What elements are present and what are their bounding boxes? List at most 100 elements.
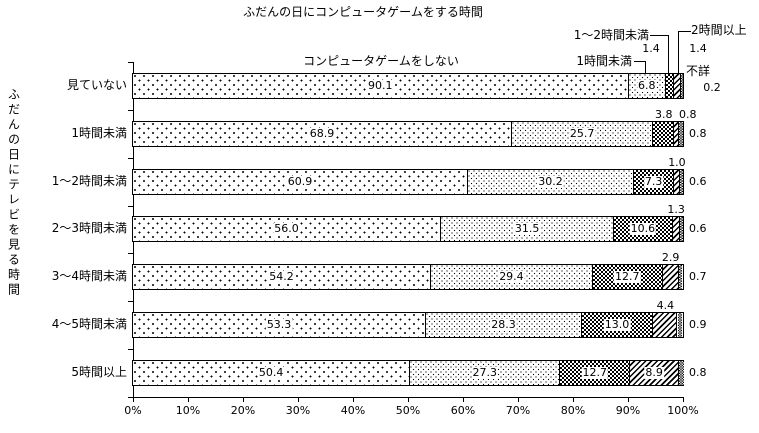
bar-segment bbox=[672, 217, 680, 241]
bar-segment-unknown bbox=[678, 265, 683, 289]
x-tick-label: 0% bbox=[124, 404, 142, 417]
x-tick-label: 10% bbox=[175, 404, 201, 417]
segment-value: 50.4 bbox=[257, 366, 285, 379]
bar-segment: 12.7 bbox=[560, 361, 631, 385]
y-axis-tick bbox=[128, 349, 133, 350]
x-axis-tick bbox=[628, 398, 629, 402]
bar-segment: 53.3 bbox=[133, 313, 427, 337]
x-axis-tick bbox=[298, 398, 299, 402]
leader-line bbox=[679, 31, 691, 32]
bar-segment bbox=[662, 265, 679, 289]
x-axis-tick bbox=[408, 398, 409, 402]
unknown-value: 0.8 bbox=[689, 366, 707, 379]
segment-value: 60.9 bbox=[286, 175, 314, 188]
x-tick-label: 90% bbox=[615, 404, 641, 417]
y-axis-tick bbox=[128, 397, 133, 398]
leader-line bbox=[668, 35, 669, 73]
annotation-value-over-2h: 1.4 bbox=[689, 42, 707, 55]
segment-value: 25.7 bbox=[568, 127, 596, 140]
bar-segment: 6.8 bbox=[628, 74, 666, 98]
bar-segment-unknown bbox=[677, 313, 683, 337]
series-label-no-game: コンピュータゲームをしない bbox=[303, 54, 459, 68]
segment-value-above: 0.8 bbox=[679, 108, 697, 121]
x-tick-label: 40% bbox=[340, 404, 366, 417]
bar-segment bbox=[665, 74, 674, 98]
bar-segment: 12.7 bbox=[592, 265, 663, 289]
segment-value: 56.0 bbox=[273, 222, 300, 235]
segment-value-above: 1.3 bbox=[667, 203, 685, 216]
bar-row: 60.9 30.2 7.3 bbox=[132, 169, 684, 195]
segment-value-above: 2.9 bbox=[661, 251, 680, 264]
annotation-value-1-2h: 1.4 bbox=[642, 42, 660, 55]
segment-value-above: 3.8 bbox=[655, 108, 673, 121]
bar-row: 50.4 27.3 12.7 8.9 bbox=[132, 360, 684, 386]
annotation-value-unknown: 0.2 bbox=[703, 81, 721, 94]
bar-segment-unknown bbox=[678, 122, 683, 146]
bar-row: 68.9 25.7 bbox=[132, 121, 684, 147]
x-tick-label: 60% bbox=[450, 404, 476, 417]
x-tick-label: 20% bbox=[230, 404, 256, 417]
x-axis-tick bbox=[518, 398, 519, 402]
x-axis-tick bbox=[188, 398, 189, 402]
x-tick-label: 70% bbox=[505, 404, 531, 417]
series-label-under-1h: 1時間未満 bbox=[576, 54, 632, 68]
bar-segment: 56.0 bbox=[133, 217, 441, 241]
category-label: 4～5時間未満 bbox=[51, 317, 127, 331]
x-axis-tick bbox=[353, 398, 354, 402]
category-label: 5時間以上 bbox=[71, 365, 127, 379]
y-axis-tick bbox=[128, 158, 133, 159]
segment-value: 6.8 bbox=[636, 79, 657, 92]
y-axis-tick bbox=[128, 206, 133, 207]
bar-segment: 25.7 bbox=[511, 122, 654, 146]
bar-segment: 29.4 bbox=[431, 265, 593, 289]
segment-value: 10.6 bbox=[629, 222, 657, 235]
segment-value: 12.7 bbox=[581, 366, 609, 379]
bar-segment: 50.4 bbox=[133, 361, 411, 385]
bar-segment: 90.1 bbox=[133, 74, 629, 98]
bar-segment bbox=[674, 170, 680, 194]
x-tick-label: 80% bbox=[560, 404, 586, 417]
bar-segment: 27.3 bbox=[410, 361, 561, 385]
segment-value: 53.3 bbox=[265, 318, 293, 331]
bar-segment: 28.3 bbox=[426, 313, 582, 337]
bar-row: 90.1 6.8 bbox=[132, 73, 684, 99]
y-axis-tick bbox=[128, 253, 133, 254]
bar-segment: 7.3 bbox=[634, 170, 675, 194]
category-label: 3～4時間未満 bbox=[51, 269, 127, 283]
bar-segment: 8.9 bbox=[630, 361, 680, 385]
segment-value: 13.0 bbox=[603, 318, 631, 331]
leader-line bbox=[650, 35, 669, 36]
segment-value-above: 4.4 bbox=[656, 299, 675, 312]
category-label: 1～2時間未満 bbox=[51, 174, 127, 188]
segment-value-above: 1.0 bbox=[668, 156, 686, 169]
segment-value: 28.3 bbox=[490, 318, 517, 331]
bar-segment bbox=[653, 122, 675, 146]
unknown-value: 0.6 bbox=[689, 222, 707, 235]
segment-value: 90.1 bbox=[367, 79, 394, 92]
segment-value: 12.7 bbox=[613, 270, 641, 283]
bar-segment: 31.5 bbox=[441, 217, 615, 241]
x-axis-tick bbox=[463, 398, 464, 402]
bar-segment: 10.6 bbox=[614, 217, 673, 241]
y-axis-title: ふだんの日にテレビを見る時間 bbox=[6, 88, 21, 298]
x-axis bbox=[133, 397, 684, 398]
y-axis-tick bbox=[128, 62, 133, 63]
segment-value: 54.2 bbox=[268, 270, 295, 283]
y-axis-tick bbox=[128, 110, 133, 111]
bar-segment-unknown bbox=[679, 170, 683, 194]
bar-segment: 68.9 bbox=[133, 122, 512, 146]
unknown-value: 0.7 bbox=[689, 270, 707, 283]
segment-value: 31.5 bbox=[513, 222, 541, 235]
bar-row: 53.3 28.3 13.0 bbox=[132, 312, 684, 338]
bar-segment bbox=[673, 74, 682, 98]
bar-segment: 13.0 bbox=[581, 313, 654, 337]
category-label: 見ていない bbox=[66, 78, 127, 92]
segment-value: 7.3 bbox=[643, 175, 664, 188]
bar-segment-unknown bbox=[681, 74, 683, 98]
unknown-value: 0.9 bbox=[689, 318, 707, 331]
bar-segment-unknown bbox=[679, 361, 684, 385]
bar-segment bbox=[674, 122, 679, 146]
bar-row: 54.2 29.4 12.7 bbox=[132, 264, 684, 290]
x-tick-label: 100% bbox=[667, 404, 699, 417]
